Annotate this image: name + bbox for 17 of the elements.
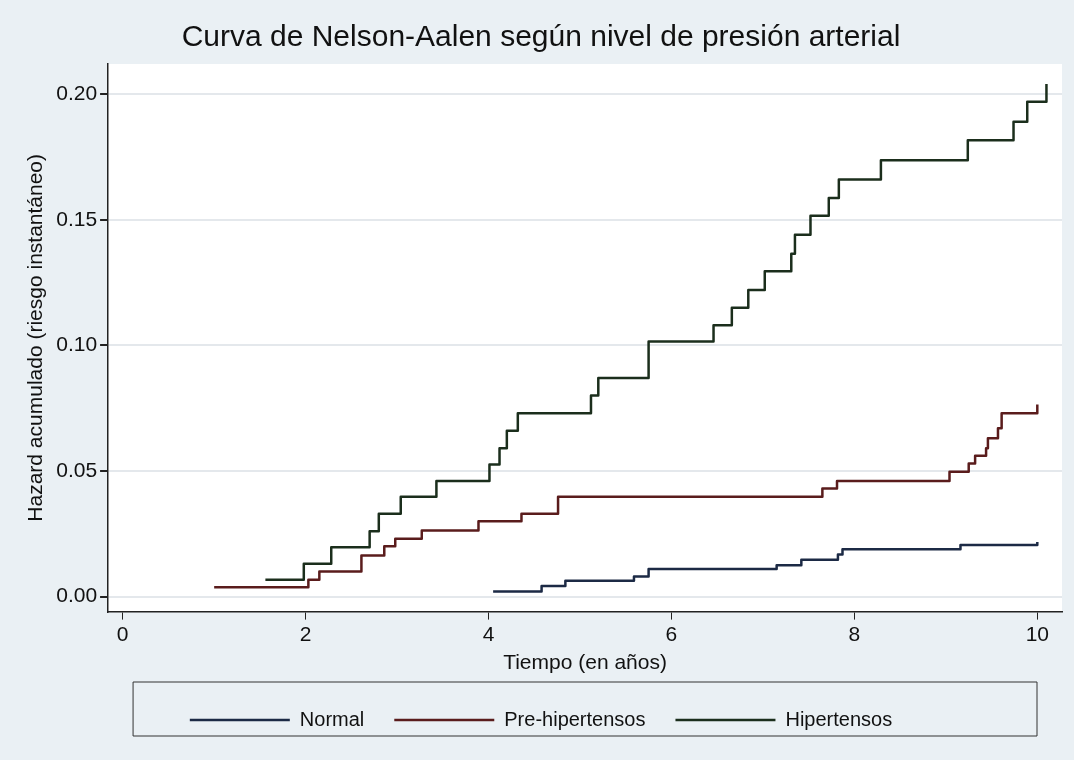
legend-label: Hipertensos [785, 707, 893, 730]
y-tick-label: 0.10 [56, 332, 98, 356]
x-tick-label: 8 [848, 622, 861, 645]
y-axis-title: Hazard acumulado (riesgo instantáneo) [23, 153, 47, 522]
y-tick-label: 0.20 [56, 80, 98, 104]
y-tick-label: 0.15 [56, 206, 98, 230]
legend-label: Pre-hipertensos [504, 707, 646, 730]
x-axis-title: Tiempo (en años) [503, 650, 667, 674]
x-tick-label: 4 [482, 622, 495, 645]
chart-title: Curva de Nelson-Aalen según nivel de presión arterial [181, 19, 901, 53]
x-tick-label: 6 [665, 622, 678, 645]
x-tick-label: 0 [116, 622, 129, 645]
y-tick-label: 0.00 [56, 583, 98, 607]
x-tick-label: 10 [1025, 622, 1049, 645]
x-tick-label: 2 [299, 622, 312, 645]
y-tick-label: 0.05 [56, 457, 98, 481]
legend-label: Normal [299, 707, 365, 730]
